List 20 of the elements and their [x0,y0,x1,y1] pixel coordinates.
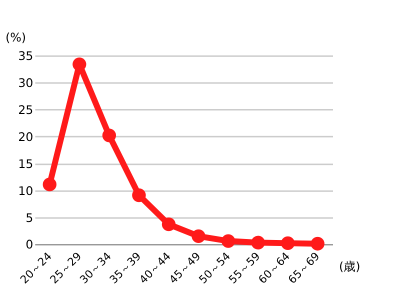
point [281,236,295,250]
point [310,236,324,251]
y-tick-label: 5 [26,210,34,225]
point [102,128,116,142]
point [72,57,86,72]
y-axis-title: (%) [5,30,26,44]
y-tick-label: 0 [26,238,34,252]
y-tick-label: 20 [18,130,34,144]
point [162,218,176,232]
point [192,229,206,244]
y-tick-label: 25 [18,103,34,118]
x-axis-title: (歳) [338,260,360,274]
y-tick-label: 10 [18,184,34,198]
point [221,234,236,248]
y-tick-label: 15 [18,156,34,171]
point [251,236,265,250]
y-tick-label: 30 [18,76,34,90]
point [42,178,56,192]
y-tick-label: 35 [18,49,34,64]
point [132,188,146,202]
